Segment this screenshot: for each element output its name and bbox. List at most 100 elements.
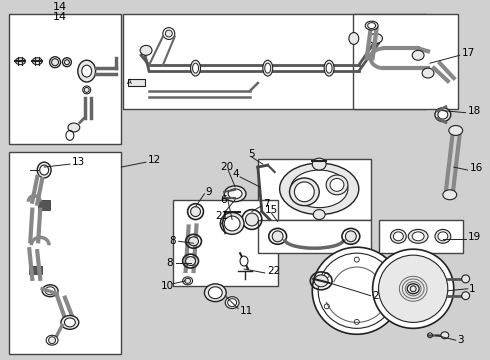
Ellipse shape	[32, 58, 42, 65]
Text: 16: 16	[469, 163, 483, 173]
Ellipse shape	[365, 21, 378, 30]
Text: 2: 2	[372, 291, 379, 301]
Ellipse shape	[82, 65, 92, 77]
Ellipse shape	[225, 297, 239, 309]
Bar	[353, 14, 458, 109]
Ellipse shape	[265, 63, 270, 73]
Text: 18: 18	[467, 106, 481, 116]
Ellipse shape	[368, 23, 376, 28]
Ellipse shape	[220, 213, 244, 234]
Text: 20: 20	[220, 162, 233, 172]
Ellipse shape	[16, 58, 25, 65]
Ellipse shape	[312, 247, 401, 334]
Ellipse shape	[407, 284, 419, 294]
Bar	[29, 266, 42, 274]
Ellipse shape	[42, 285, 58, 297]
Bar	[8, 152, 122, 354]
Ellipse shape	[372, 249, 454, 328]
Text: 8: 8	[166, 258, 172, 268]
Ellipse shape	[49, 337, 55, 344]
Ellipse shape	[224, 186, 246, 202]
Ellipse shape	[191, 207, 200, 217]
Ellipse shape	[349, 32, 359, 44]
Ellipse shape	[330, 179, 344, 191]
Ellipse shape	[40, 165, 49, 175]
Ellipse shape	[290, 178, 319, 206]
Ellipse shape	[391, 229, 406, 243]
Ellipse shape	[37, 162, 51, 178]
Ellipse shape	[326, 175, 348, 195]
Ellipse shape	[422, 68, 434, 78]
Ellipse shape	[443, 190, 457, 200]
Ellipse shape	[312, 158, 326, 170]
Ellipse shape	[280, 163, 359, 215]
Text: 1: 1	[468, 284, 475, 294]
Ellipse shape	[294, 182, 314, 202]
Ellipse shape	[228, 189, 242, 199]
Ellipse shape	[393, 232, 403, 241]
Text: 15: 15	[265, 204, 278, 215]
Text: 17: 17	[462, 48, 475, 58]
Bar	[258, 159, 370, 220]
Text: 21: 21	[215, 211, 228, 221]
Text: 5: 5	[248, 149, 255, 159]
Ellipse shape	[140, 45, 152, 55]
Ellipse shape	[165, 30, 172, 37]
Ellipse shape	[186, 257, 196, 266]
Ellipse shape	[272, 231, 283, 242]
Ellipse shape	[208, 287, 222, 299]
Ellipse shape	[441, 332, 449, 339]
Ellipse shape	[204, 284, 226, 302]
Ellipse shape	[263, 60, 273, 76]
Text: 12: 12	[148, 155, 161, 165]
Text: 14: 14	[53, 12, 67, 22]
Ellipse shape	[314, 275, 328, 287]
Ellipse shape	[185, 278, 191, 283]
Ellipse shape	[412, 232, 424, 241]
Ellipse shape	[412, 50, 424, 60]
Ellipse shape	[228, 299, 237, 307]
Ellipse shape	[240, 256, 248, 266]
Ellipse shape	[410, 286, 416, 292]
Ellipse shape	[313, 210, 325, 220]
Ellipse shape	[45, 287, 55, 295]
Ellipse shape	[78, 60, 96, 82]
Text: 9: 9	[205, 187, 212, 197]
Ellipse shape	[379, 255, 448, 323]
Ellipse shape	[291, 170, 348, 208]
Text: 22: 22	[267, 266, 280, 276]
Ellipse shape	[462, 275, 469, 283]
Ellipse shape	[84, 87, 89, 93]
Text: A: A	[127, 79, 132, 85]
Ellipse shape	[435, 229, 451, 243]
Ellipse shape	[435, 108, 451, 122]
Ellipse shape	[408, 229, 428, 243]
Text: 14: 14	[53, 2, 67, 12]
Text: 6: 6	[220, 195, 227, 205]
Ellipse shape	[51, 59, 58, 66]
Ellipse shape	[449, 126, 463, 135]
Bar	[8, 14, 122, 144]
Ellipse shape	[438, 232, 448, 241]
Ellipse shape	[189, 237, 198, 246]
Ellipse shape	[462, 292, 469, 300]
Ellipse shape	[245, 213, 258, 226]
Text: 11: 11	[240, 306, 253, 315]
Text: 19: 19	[467, 232, 481, 242]
Bar	[123, 14, 426, 109]
Text: 7: 7	[263, 199, 270, 209]
Bar	[258, 220, 370, 253]
Ellipse shape	[326, 63, 332, 73]
Ellipse shape	[324, 60, 334, 76]
Text: 3: 3	[457, 335, 464, 345]
Ellipse shape	[368, 33, 383, 44]
Ellipse shape	[193, 63, 198, 73]
Ellipse shape	[61, 315, 79, 329]
Ellipse shape	[65, 318, 75, 327]
Text: 13: 13	[72, 157, 85, 167]
Bar	[38, 200, 50, 210]
Ellipse shape	[438, 110, 448, 119]
Text: 10: 10	[161, 281, 174, 291]
Text: 8: 8	[169, 236, 175, 246]
Bar	[379, 220, 463, 253]
